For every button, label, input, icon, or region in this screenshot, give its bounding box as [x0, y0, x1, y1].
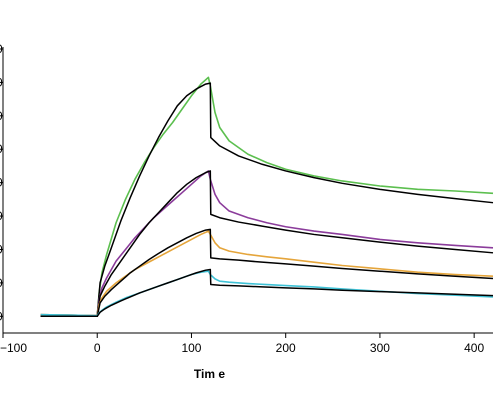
series-layer: [40, 76, 494, 318]
fit-curve-5: [40, 228, 494, 318]
x-tick-label: −100: [0, 341, 27, 355]
x-tick-label: 300: [370, 341, 390, 355]
y-tick-label: 0: [0, 242, 3, 256]
axes-layer: [2, 47, 493, 334]
x-axis-title: Tim e: [194, 367, 225, 381]
x-tick-label: 0: [94, 341, 101, 355]
measured-curve-4: [40, 230, 494, 317]
y-tick-label: 0: [0, 276, 3, 290]
measured-curve-2: [40, 170, 494, 317]
fit-curve-1: [40, 82, 494, 318]
y-tick-label: 0: [0, 42, 3, 56]
y-tick-label: 0: [0, 309, 3, 323]
fit-curve-7: [40, 268, 494, 318]
fit-curve-3: [40, 170, 494, 318]
y-tick-label: 0: [0, 75, 3, 89]
y-tick-label: 0: [0, 176, 3, 190]
ticks-layer: −100 0 100 200 300 400 0 0 0 0 0 0 0 0 0: [0, 42, 484, 355]
x-tick-label: 100: [181, 341, 201, 355]
x-tick-label: 200: [276, 341, 296, 355]
x-tick-label: 400: [464, 341, 484, 355]
y-tick-label: 0: [0, 209, 3, 223]
measured-curve-0: [40, 76, 494, 317]
y-tick-label: 0: [0, 142, 3, 156]
y-tick-label: 0: [0, 109, 3, 123]
